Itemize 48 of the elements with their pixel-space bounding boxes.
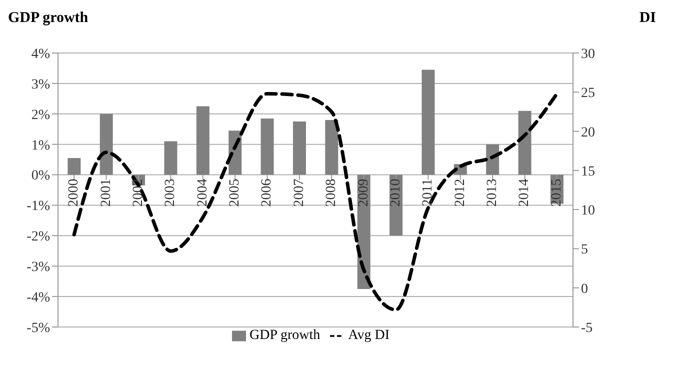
y2-tick-label: 10 — [581, 204, 595, 219]
y-tick-label: -4% — [26, 290, 50, 306]
x-tick-label: 2008 — [324, 178, 340, 207]
y2-tick-label: -5 — [581, 320, 593, 336]
x-tick-label: 2009 — [356, 178, 372, 207]
bar — [68, 158, 81, 175]
y-tick-label: 4% — [31, 46, 50, 62]
x-tick-label: 2000 — [66, 178, 82, 207]
y-tick-label: 1% — [31, 138, 50, 154]
bar — [196, 106, 210, 175]
y2-tick-label: 20 — [581, 125, 595, 140]
y2-tick-label: 15 — [581, 164, 595, 180]
y-tick-label: 3% — [31, 77, 50, 92]
bar — [325, 120, 338, 175]
y-tick-label: -2% — [26, 230, 50, 245]
legend-label: Avg DI — [348, 328, 390, 343]
y2-axis-title: DI — [639, 10, 656, 27]
y-tick-label: -5% — [26, 320, 50, 336]
y2-tick-label: 0 — [581, 282, 588, 297]
x-tick-label: 2005 — [228, 178, 243, 207]
bar — [100, 114, 113, 175]
y-tick-label: -3% — [26, 260, 50, 276]
bar — [292, 122, 306, 175]
x-tick-label: 2003 — [163, 178, 178, 207]
y2-tick-label: 5 — [581, 242, 588, 258]
x-tick-label: 2011 — [420, 178, 436, 206]
x-tick-label: 2012 — [452, 178, 468, 207]
y-tick-label: 0% — [31, 168, 50, 184]
x-tick-label: 2001 — [98, 178, 114, 207]
bar — [260, 118, 274, 175]
x-tick-label: 2010 — [388, 178, 404, 207]
y-tick-label: -1% — [26, 199, 50, 214]
bar — [422, 70, 435, 175]
y2-tick-label: 25 — [581, 86, 595, 102]
y2-tick-label: 30 — [581, 46, 595, 62]
x-tick-label: 2015 — [549, 178, 564, 207]
x-tick-label: 2014 — [517, 178, 532, 207]
x-tick-label: 2007 — [292, 178, 307, 207]
x-tick-label: 2013 — [485, 178, 500, 207]
x-tick-label: 2006 — [260, 178, 275, 207]
x-tick-label: 2002 — [130, 178, 146, 207]
bar — [518, 110, 532, 175]
chart-title: GDP growth — [8, 10, 88, 27]
x-tick-label: 2004 — [195, 178, 210, 207]
y-tick-label: 2% — [31, 108, 50, 123]
bar — [486, 144, 500, 175]
bar — [164, 141, 178, 175]
legend-label: GDP growth — [250, 328, 320, 343]
